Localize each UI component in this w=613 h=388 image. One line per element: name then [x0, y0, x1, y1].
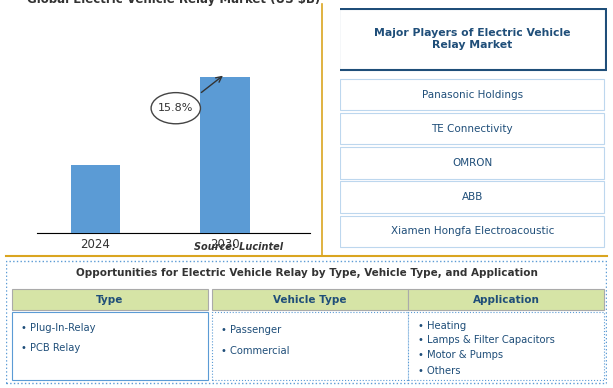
- Text: • Commercial: • Commercial: [221, 346, 290, 357]
- Text: • Heating: • Heating: [417, 321, 466, 331]
- Text: Source: Lucintel: Source: Lucintel: [194, 242, 283, 252]
- Text: • Lamps & Filter Capacitors: • Lamps & Filter Capacitors: [417, 335, 555, 345]
- FancyBboxPatch shape: [211, 289, 408, 310]
- FancyBboxPatch shape: [340, 79, 604, 110]
- Text: Application: Application: [473, 294, 539, 305]
- FancyBboxPatch shape: [12, 289, 208, 310]
- Text: TE Connectivity: TE Connectivity: [432, 124, 513, 134]
- Text: Vehicle Type: Vehicle Type: [273, 294, 346, 305]
- FancyBboxPatch shape: [211, 312, 408, 380]
- FancyBboxPatch shape: [339, 9, 606, 70]
- Text: 15.8%: 15.8%: [158, 103, 194, 113]
- FancyBboxPatch shape: [340, 216, 604, 247]
- FancyBboxPatch shape: [12, 312, 208, 380]
- FancyBboxPatch shape: [340, 182, 604, 213]
- Ellipse shape: [151, 93, 200, 124]
- Title: Global Electric Vehicle Relay Market (US $B): Global Electric Vehicle Relay Market (US…: [26, 0, 320, 6]
- FancyBboxPatch shape: [340, 113, 604, 144]
- Text: ABB: ABB: [462, 192, 483, 202]
- Text: Type: Type: [96, 294, 123, 305]
- Bar: [70, 165, 120, 233]
- FancyBboxPatch shape: [408, 289, 604, 310]
- Text: • Motor & Pumps: • Motor & Pumps: [417, 350, 503, 360]
- FancyBboxPatch shape: [340, 147, 604, 178]
- FancyBboxPatch shape: [408, 312, 604, 380]
- Text: OMRON: OMRON: [452, 158, 492, 168]
- Text: Major Players of Electric Vehicle
Relay Market: Major Players of Electric Vehicle Relay …: [374, 28, 571, 50]
- FancyBboxPatch shape: [6, 261, 606, 383]
- Bar: [200, 77, 250, 233]
- Text: Panasonic Holdings: Panasonic Holdings: [422, 90, 523, 100]
- Text: • Passenger: • Passenger: [221, 325, 281, 335]
- Text: • Plug-In-Relay: • Plug-In-Relay: [21, 324, 96, 333]
- Text: • PCB Relay: • PCB Relay: [21, 343, 80, 353]
- Text: Opportunities for Electric Vehicle Relay by Type, Vehicle Type, and Application: Opportunities for Electric Vehicle Relay…: [75, 268, 538, 278]
- Text: • Others: • Others: [417, 366, 460, 376]
- Text: Xiamen Hongfa Electroacoustic: Xiamen Hongfa Electroacoustic: [390, 226, 554, 236]
